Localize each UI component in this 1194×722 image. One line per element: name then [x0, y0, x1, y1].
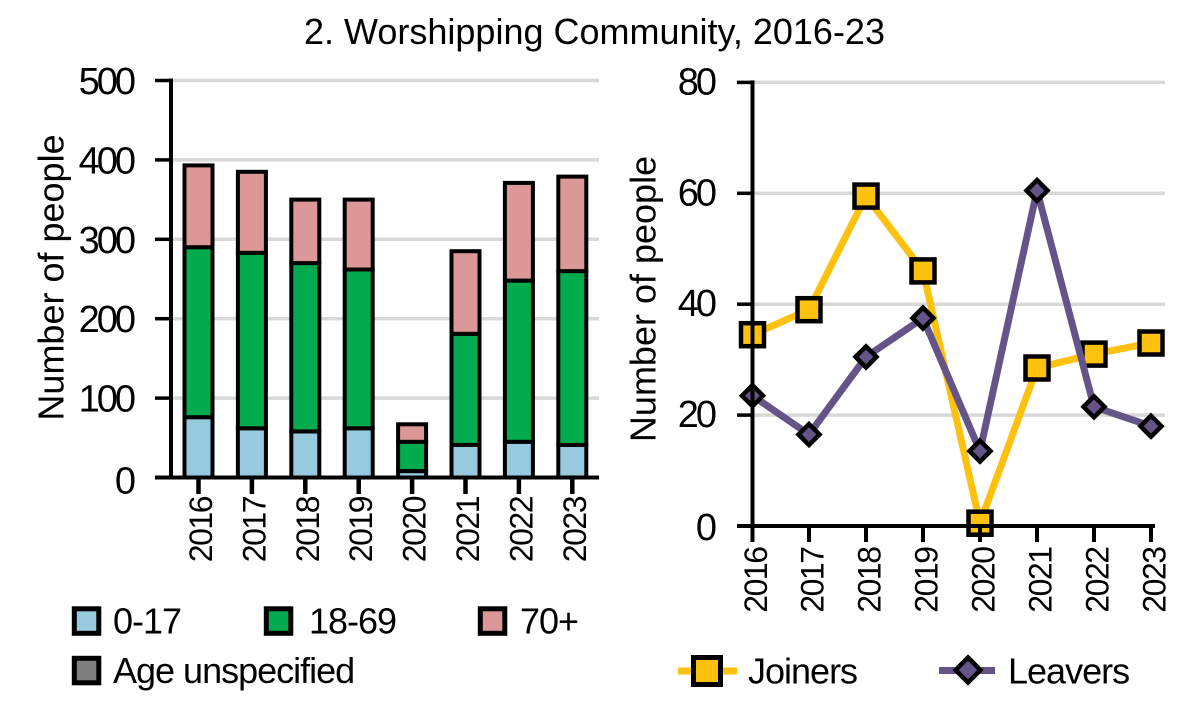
svg-text:70+: 70+ — [520, 600, 578, 641]
svg-text:2016: 2016 — [738, 547, 774, 613]
svg-text:0-17: 0-17 — [113, 600, 181, 641]
svg-text:2022: 2022 — [1080, 547, 1116, 613]
svg-text:2020: 2020 — [397, 496, 433, 562]
svg-text:2017: 2017 — [795, 547, 831, 613]
svg-text:2018: 2018 — [290, 496, 326, 562]
svg-text:Joiners: Joiners — [748, 651, 857, 692]
svg-text:Leavers: Leavers — [1008, 651, 1129, 692]
svg-text:2016: 2016 — [183, 496, 219, 562]
svg-text:200: 200 — [79, 299, 135, 341]
svg-text:20: 20 — [678, 394, 716, 436]
svg-text:0: 0 — [115, 461, 135, 503]
svg-text:2017: 2017 — [236, 496, 272, 562]
svg-text:40: 40 — [678, 283, 716, 325]
svg-text:2020: 2020 — [966, 547, 1002, 613]
svg-text:60: 60 — [678, 172, 716, 214]
svg-text:2018: 2018 — [852, 547, 888, 613]
svg-text:2019: 2019 — [909, 547, 945, 613]
svg-text:2023: 2023 — [557, 496, 593, 562]
svg-text:2022: 2022 — [503, 496, 539, 562]
svg-text:2021: 2021 — [1023, 547, 1059, 613]
svg-text:2021: 2021 — [450, 496, 486, 562]
svg-text:18-69: 18-69 — [309, 600, 396, 641]
svg-text:2019: 2019 — [343, 496, 379, 562]
svg-text:2023: 2023 — [1137, 547, 1173, 613]
svg-text:2. Worshipping Community, 2016: 2. Worshipping Community, 2016-23 — [304, 11, 885, 52]
svg-text:Age unspecified: Age unspecified — [113, 650, 354, 691]
svg-text:100: 100 — [79, 379, 135, 421]
svg-text:300: 300 — [79, 220, 135, 262]
svg-text:Number of people: Number of people — [623, 156, 664, 442]
svg-text:500: 500 — [79, 61, 135, 103]
svg-text:400: 400 — [79, 140, 135, 182]
svg-text:Number of people: Number of people — [31, 134, 72, 420]
svg-text:80: 80 — [678, 61, 716, 103]
svg-text:0: 0 — [696, 507, 716, 549]
